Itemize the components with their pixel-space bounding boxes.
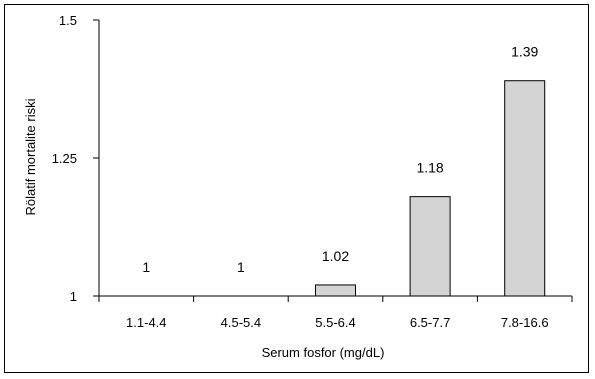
bars	[315, 80, 546, 297]
data-labels: 1 1 1.02 1.18 1.39	[142, 44, 538, 275]
bar	[315, 284, 356, 297]
bar	[409, 196, 451, 297]
y-tick-labels: 1 1.25 1.5	[52, 13, 77, 304]
data-label: 1	[237, 259, 245, 275]
x-tick-label: 6.5-7.7	[410, 315, 450, 330]
y-tick-label: 1	[70, 289, 77, 304]
data-label: 1.02	[322, 248, 349, 264]
bar	[504, 80, 546, 297]
x-tick-label: 7.8-16.6	[501, 315, 549, 330]
data-label: 1	[142, 259, 150, 275]
chart-frame: 1 1.25 1.5 1.1-4.4 4.5-5.4 5.5-6.4 6.5-7.7 7.8…	[4, 4, 589, 373]
data-label: 1.18	[416, 160, 443, 176]
x-tick-label: 1.1-4.4	[126, 315, 166, 330]
x-tick-label: 5.5-6.4	[315, 315, 355, 330]
data-label: 1.39	[511, 44, 538, 60]
x-axis-label: Serum fosfor (mg/dL)	[262, 345, 385, 360]
bar-chart: 1 1.25 1.5 1.1-4.4 4.5-5.4 5.5-6.4 6.5-7.7 7.8…	[23, 13, 573, 360]
y-tick-label: 1.25	[52, 151, 77, 166]
y-axis-label: Rölatif mortalite riski	[23, 98, 38, 215]
x-tick-label: 4.5-5.4	[221, 315, 261, 330]
x-tick-labels: 1.1-4.4 4.5-5.4 5.5-6.4 6.5-7.7 7.8-16.6	[126, 315, 548, 330]
y-tick-label: 1.5	[59, 13, 77, 28]
